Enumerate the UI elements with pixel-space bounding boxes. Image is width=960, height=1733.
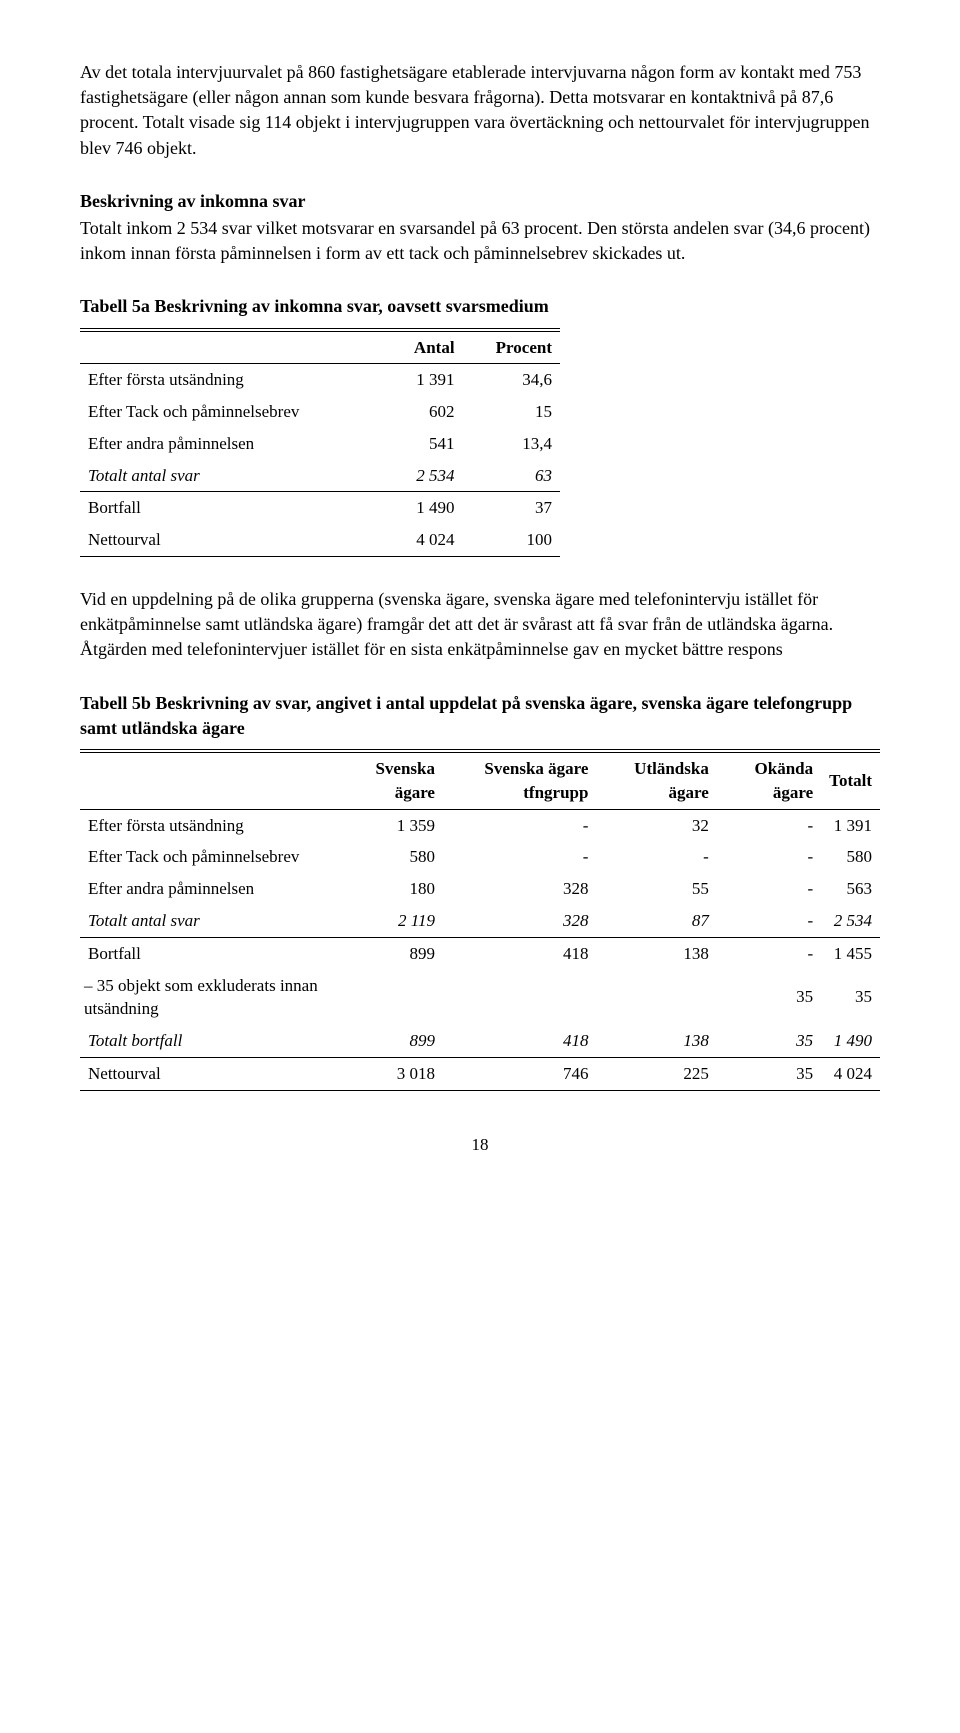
section-heading-inkomna: Beskrivning av inkomna svar <box>80 189 880 214</box>
table5a-col-antal: Antal <box>386 331 462 364</box>
table-row-bortfall: Bortfall 899 418 138 - 1 455 <box>80 937 880 969</box>
table5a-col-procent: Procent <box>463 331 560 364</box>
table-row-nettourval: Nettourval 3 018 746 225 35 4 024 <box>80 1057 880 1090</box>
table5b-col-svenska: Svenska ägare <box>338 753 443 810</box>
table5b-col-tfn: Svenska ägare tfngrupp <box>443 753 596 810</box>
page-number: 18 <box>80 1133 880 1157</box>
table5b-col0 <box>80 753 338 810</box>
table-row-nettourval: Nettourval 4 024 100 <box>80 524 560 556</box>
table5a-caption: Tabell 5a Beskrivning av inkomna svar, o… <box>80 294 880 319</box>
table-row: Efter Tack och påminnelsebrev 602 15 <box>80 396 560 428</box>
table-row: Efter andra påminnelsen 180 328 55 - 563 <box>80 873 880 905</box>
table-row-bortfall: Bortfall 1 490 37 <box>80 492 560 524</box>
table-row: Efter Tack och påminnelsebrev 580 - - - … <box>80 841 880 873</box>
table-row: Efter andra påminnelsen 541 13,4 <box>80 428 560 460</box>
table5b: Svenska ägare Svenska ägare tfngrupp Utl… <box>80 749 880 1093</box>
table-row-total-bortfall: Totalt bortfall 899 418 138 35 1 490 <box>80 1025 880 1057</box>
table5b-col-totalt: Totalt <box>821 753 880 810</box>
table5a-col0 <box>80 331 386 364</box>
table-row-total-svar: Totalt antal svar 2 119 328 87 - 2 534 <box>80 905 880 937</box>
table-row: Efter första utsändning 1 359 - 32 - 1 3… <box>80 809 880 841</box>
table5a: Antal Procent Efter första utsändning 1 … <box>80 328 560 560</box>
table-row-excluded: – 35 objekt som exkluderats innan utsänd… <box>80 970 880 1026</box>
paragraph-1: Av det totala intervjuurvalet på 860 fas… <box>80 60 880 161</box>
table-row-total-svar: Totalt antal svar 2 534 63 <box>80 460 560 492</box>
table5b-caption: Tabell 5b Beskrivning av svar, angivet i… <box>80 691 880 741</box>
table5b-col-utl: Utländska ägare <box>596 753 716 810</box>
table5b-col-okanda: Okända ägare <box>717 753 821 810</box>
table-row: Efter första utsändning 1 391 34,6 <box>80 364 560 396</box>
paragraph-3: Vid en uppdelning på de olika grupperna … <box>80 587 880 663</box>
paragraph-2: Totalt inkom 2 534 svar vilket motsvarar… <box>80 216 880 266</box>
